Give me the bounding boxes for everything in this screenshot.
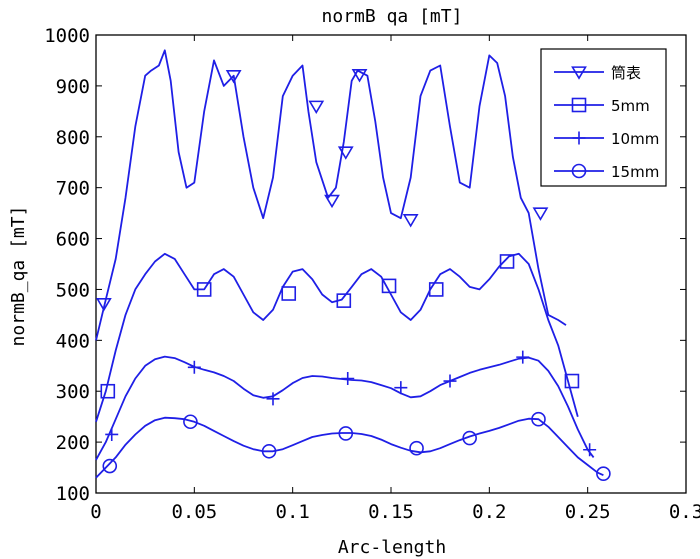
data-point-marker bbox=[100, 383, 116, 399]
data-point-marker bbox=[564, 373, 580, 389]
data-point-marker bbox=[516, 350, 530, 364]
legend-entry: 5mm bbox=[554, 97, 650, 115]
y-axis-title: normB_qa [mT] bbox=[8, 206, 29, 347]
data-point-marker bbox=[462, 430, 477, 446]
y-tick-label: 600 bbox=[56, 229, 90, 251]
series-plus bbox=[95, 350, 597, 461]
legend-label: 5mm bbox=[611, 97, 650, 115]
x-axis: 0 0.05 0.1 0.15 0.2 0.25 0.3 bbox=[90, 35, 700, 523]
series-line bbox=[95, 252, 579, 423]
legend-entry: 15mm bbox=[554, 163, 659, 181]
legend-entry: 筒表 bbox=[554, 64, 641, 82]
data-point-marker bbox=[105, 427, 119, 441]
x-tick-label: 0.15 bbox=[368, 501, 414, 523]
data-point-marker bbox=[266, 392, 280, 406]
data-point-marker bbox=[394, 381, 408, 395]
series-square bbox=[95, 252, 580, 423]
data-point-marker bbox=[336, 293, 352, 308]
series-line bbox=[95, 49, 567, 341]
legend-label: 10mm bbox=[611, 130, 659, 148]
data-point-marker bbox=[402, 214, 419, 228]
legend-marker bbox=[571, 97, 587, 113]
data-point-marker bbox=[338, 426, 354, 441]
chart-title: normB qa [mT] bbox=[322, 6, 463, 27]
y-tick-label: 400 bbox=[56, 330, 90, 352]
data-point-marker bbox=[95, 298, 112, 312]
data-point-marker bbox=[531, 411, 546, 427]
data-point-marker bbox=[381, 278, 397, 294]
legend-marker bbox=[572, 131, 586, 145]
data-point-marker bbox=[341, 372, 355, 385]
data-point-marker bbox=[196, 282, 212, 297]
legend-label: 15mm bbox=[611, 163, 659, 181]
legend-marker bbox=[571, 163, 587, 179]
series-triangle-down bbox=[95, 49, 567, 341]
data-point-marker bbox=[324, 194, 340, 209]
legend-label: 筒表 bbox=[611, 64, 641, 82]
data-point-marker bbox=[583, 443, 597, 457]
y-tick-label: 100 bbox=[56, 483, 90, 505]
data-point-marker bbox=[337, 146, 354, 160]
series-line bbox=[95, 416, 604, 479]
x-tick-label: 0 bbox=[90, 501, 101, 523]
y-tick-label: 700 bbox=[56, 178, 90, 200]
data-point-marker bbox=[225, 70, 242, 84]
y-tick-label: 800 bbox=[56, 127, 90, 149]
data-point-marker bbox=[532, 207, 549, 221]
data-point-marker bbox=[308, 100, 325, 114]
data-point-marker bbox=[183, 414, 198, 430]
x-axis-title: Arc-length bbox=[338, 537, 446, 558]
data-point-marker bbox=[428, 282, 444, 297]
y-tick-label: 200 bbox=[56, 432, 90, 454]
series-circle bbox=[95, 411, 611, 481]
data-point-marker bbox=[499, 254, 515, 269]
data-point-marker bbox=[409, 440, 424, 456]
legend-marker bbox=[571, 66, 587, 80]
x-tick-label: 0.2 bbox=[472, 501, 506, 523]
series-layer bbox=[95, 49, 611, 481]
data-point-marker bbox=[351, 69, 368, 83]
legend: 筒表 5mm 10mm 15mm bbox=[540, 48, 667, 187]
y-tick-label: 1000 bbox=[44, 25, 90, 47]
x-tick-label: 0.25 bbox=[565, 501, 611, 523]
data-point-marker bbox=[187, 360, 201, 374]
data-point-marker bbox=[596, 466, 611, 481]
data-point-marker bbox=[281, 286, 297, 301]
y-axis: 100 200 300 400 500 600 700 800 900 1000 bbox=[44, 25, 686, 505]
x-tick-label: 0.1 bbox=[276, 501, 310, 523]
legend-entry: 10mm bbox=[554, 130, 659, 148]
data-point-marker bbox=[443, 374, 457, 388]
y-tick-label: 300 bbox=[56, 381, 90, 403]
y-tick-label: 900 bbox=[56, 76, 90, 98]
y-tick-label: 500 bbox=[56, 279, 90, 301]
data-point-marker bbox=[261, 443, 277, 459]
series-line bbox=[95, 355, 595, 461]
x-tick-label: 0.3 bbox=[669, 501, 700, 523]
data-point-marker bbox=[102, 458, 118, 474]
x-tick-label: 0.05 bbox=[171, 501, 217, 523]
